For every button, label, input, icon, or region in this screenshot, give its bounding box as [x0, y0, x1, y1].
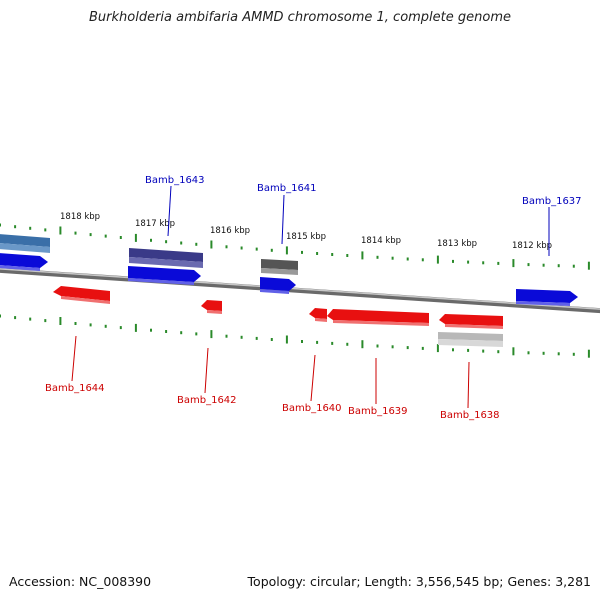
gene-block-1643-top[interactable]: [129, 248, 203, 268]
gene-label-reverse[interactable]: Bamb_1640: [282, 403, 342, 414]
kbp-label-1815: 1815 kbp: [286, 232, 326, 242]
gene-label-forward[interactable]: Bamb_1643: [145, 175, 205, 186]
cds-forward-1641[interactable]: [260, 277, 296, 294]
cds-reverse-1642[interactable]: [201, 300, 222, 314]
gene-label-forward[interactable]: Bamb_1637: [522, 196, 582, 207]
lower-tick-row: [0, 314, 590, 358]
map-title: Burkholderia ambifaria AMMD chromosome 1…: [88, 10, 512, 25]
length-label: Length:: [364, 574, 412, 589]
cds-forward-1637[interactable]: [516, 289, 578, 306]
kbp-label-1814: 1814 kbp: [361, 236, 401, 246]
kbp-label-1818: 1818 kbp: [60, 212, 100, 222]
cds-forward-1645[interactable]: [0, 253, 48, 271]
topology-label: Topology:: [247, 574, 307, 589]
kbp-label-1817: 1817 kbp: [135, 219, 175, 229]
kbp-label-1813: 1813 kbp: [437, 239, 477, 249]
genes-label: Genes:: [507, 574, 552, 589]
gene-block-forward-1645[interactable]: [0, 234, 50, 253]
kbp-label-1812: 1812 kbp: [512, 241, 552, 251]
leader-lines: [71, 185, 550, 409]
accession-label: Accession:: [9, 574, 76, 589]
gene-label-reverse[interactable]: Bamb_1644: [45, 383, 105, 394]
gene-block-1641-top[interactable]: [261, 259, 298, 275]
cds-reverse-1644[interactable]: [53, 286, 110, 304]
length-value: 3,556,545 bp: [415, 574, 500, 589]
upper-tick-row: [0, 223, 590, 270]
gene-label-reverse[interactable]: Bamb_1642: [177, 395, 237, 406]
gene-label-reverse[interactable]: Bamb_1639: [348, 406, 408, 417]
gene-block-1638-bottom[interactable]: [438, 332, 503, 347]
gene-label-forward[interactable]: Bamb_1641: [257, 183, 317, 194]
cds-reverse-1638[interactable]: [439, 314, 503, 329]
genome-summary: Topology: circular; Length: 3,556,545 bp…: [247, 574, 591, 589]
genes-value: 3,281: [555, 574, 591, 589]
cds-reverse-1639[interactable]: [327, 309, 429, 326]
kbp-label-1816: 1816 kbp: [210, 226, 250, 236]
cds-forward-1643[interactable]: [128, 266, 201, 285]
cds-reverse-1640[interactable]: [309, 308, 327, 322]
accession-info: Accession: NC_008390: [9, 574, 151, 589]
gene-label-reverse[interactable]: Bamb_1638: [440, 410, 500, 421]
accession-value: NC_008390: [79, 574, 152, 589]
topology-value: circular: [310, 574, 357, 589]
